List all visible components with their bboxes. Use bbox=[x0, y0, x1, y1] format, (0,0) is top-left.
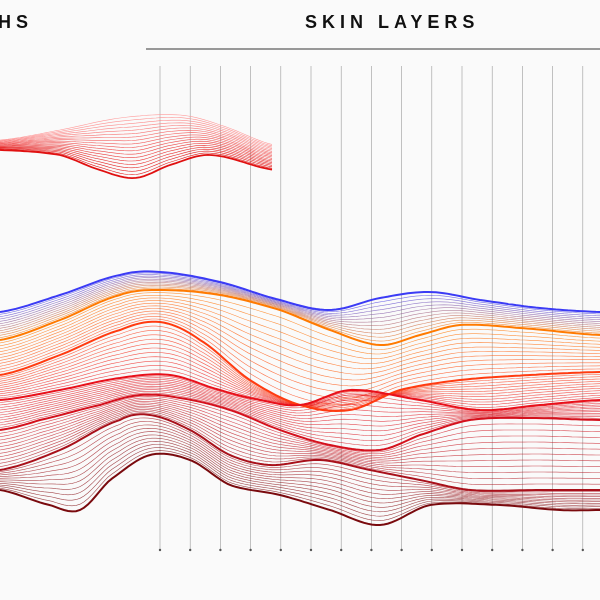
layer-interpolation-line bbox=[0, 282, 600, 329]
layer-interpolation-line bbox=[0, 421, 600, 494]
layer-interpolation-line bbox=[0, 417, 600, 493]
layer-interpolation-line bbox=[0, 397, 600, 455]
layer-interpolation-line bbox=[0, 440, 600, 508]
layer-interpolation-line bbox=[0, 379, 600, 414]
upper-group-line bbox=[0, 136, 273, 158]
layer-interpolation-line bbox=[0, 286, 600, 338]
layer-boundary-curve bbox=[0, 270, 600, 313]
layer-interpolation-line bbox=[0, 272, 600, 315]
heading-left: HS bbox=[0, 12, 34, 32]
upper-group-line bbox=[0, 148, 273, 169]
layer-interpolation-line bbox=[0, 297, 600, 359]
layer-boundary-curve bbox=[0, 413, 600, 492]
layer-interpolation-line bbox=[0, 444, 600, 513]
upper-group-line bbox=[0, 143, 273, 162]
marker-dot bbox=[430, 548, 433, 552]
layer-interpolation-line bbox=[0, 278, 600, 324]
marker-dot bbox=[400, 548, 403, 552]
layer-interpolation-line bbox=[0, 300, 600, 364]
marker-dot bbox=[491, 548, 494, 552]
layer-interpolation-line bbox=[0, 424, 600, 496]
layer-interpolation-line bbox=[0, 387, 600, 432]
marker-dot bbox=[340, 548, 343, 552]
upper-group-line bbox=[0, 149, 273, 176]
layer-interpolation-line bbox=[0, 277, 600, 322]
marker-dot bbox=[551, 548, 554, 552]
layer-interpolation-line bbox=[0, 334, 600, 408]
layer-interpolation-line bbox=[0, 402, 600, 460]
layer-interpolation-line bbox=[0, 405, 600, 464]
upper-group-line bbox=[0, 132, 273, 155]
layer-boundary-curve bbox=[0, 393, 600, 452]
layer-interpolation-line bbox=[0, 308, 600, 381]
layer-interpolation-line bbox=[0, 431, 600, 499]
layer-interpolation-line bbox=[0, 343, 600, 407]
layer-interpolation-line bbox=[0, 399, 600, 456]
layer-interpolation-line bbox=[0, 384, 600, 422]
marker-dot bbox=[158, 548, 162, 552]
marker-dot bbox=[279, 548, 282, 552]
layer-interpolation-line bbox=[0, 427, 600, 498]
layer-interpolation-line bbox=[0, 275, 600, 320]
layer-boundary-curve bbox=[0, 289, 600, 346]
marker-dot bbox=[219, 548, 222, 552]
layer-interpolation-line bbox=[0, 434, 600, 501]
layer-interpolation-line bbox=[0, 318, 600, 405]
upper-group-line bbox=[0, 146, 273, 165]
heading-skin-layers: SKIN LAYERS bbox=[305, 12, 480, 32]
layer-interpolation-line bbox=[0, 380, 600, 416]
marker-dot bbox=[370, 548, 373, 552]
upper-group-line bbox=[0, 129, 273, 154]
layer-interpolation-line bbox=[0, 302, 600, 370]
layer-interpolation-line bbox=[0, 391, 600, 441]
layer-interpolation-line bbox=[0, 305, 600, 375]
layer-interpolation-line bbox=[0, 437, 600, 504]
layer-interpolation-line bbox=[0, 404, 600, 462]
layer-interpolation-line bbox=[0, 316, 600, 399]
upper-group-line bbox=[0, 140, 273, 161]
upper-group-line bbox=[0, 125, 273, 151]
layer-interpolation-line bbox=[0, 292, 600, 350]
upper-group-line bbox=[0, 127, 273, 152]
layer-interpolation-line bbox=[0, 407, 600, 467]
layer-interpolation-line bbox=[0, 401, 600, 458]
upper-group-line bbox=[0, 138, 273, 159]
marker-dot bbox=[309, 548, 313, 552]
marker-dot bbox=[249, 548, 252, 552]
layer-interpolation-line bbox=[0, 338, 600, 407]
layer-interpolation-line bbox=[0, 285, 600, 334]
layer-interpolation-line bbox=[0, 389, 600, 436]
layer-interpolation-line bbox=[0, 313, 600, 393]
layer-interpolation-line bbox=[0, 274, 600, 317]
layer-interpolation-line bbox=[0, 385, 600, 427]
layer-interpolation-line bbox=[0, 395, 600, 453]
upper-group-line bbox=[0, 114, 273, 145]
layer-interpolation-line bbox=[0, 409, 600, 473]
layer-interpolation-line bbox=[0, 283, 600, 331]
layer-interpolation-line bbox=[0, 377, 600, 412]
marker-dot bbox=[581, 548, 584, 552]
layer-interpolation-line bbox=[0, 295, 600, 355]
upper-group-line bbox=[0, 134, 273, 156]
upper-group-line bbox=[0, 122, 273, 149]
upper-group-line bbox=[0, 144, 273, 163]
upper-group-line bbox=[0, 119, 273, 148]
layer-boundary-curve bbox=[0, 452, 600, 526]
layer-interpolation-line bbox=[0, 447, 600, 517]
layer-interpolation-line bbox=[0, 450, 600, 521]
marker-dot bbox=[460, 548, 464, 552]
marker-dot bbox=[521, 548, 524, 552]
upper-group-line bbox=[0, 148, 273, 172]
layer-interpolation-line bbox=[0, 410, 600, 479]
marker-dot bbox=[189, 548, 192, 552]
upper-group-line bbox=[0, 117, 273, 147]
layer-interpolation-line bbox=[0, 382, 600, 419]
layer-interpolation-line bbox=[0, 280, 600, 327]
layer-interpolation-line bbox=[0, 310, 600, 387]
layer-interpolation-line bbox=[0, 412, 600, 485]
layer-boundary-curve bbox=[0, 373, 600, 412]
upper-group-line bbox=[0, 149, 273, 180]
